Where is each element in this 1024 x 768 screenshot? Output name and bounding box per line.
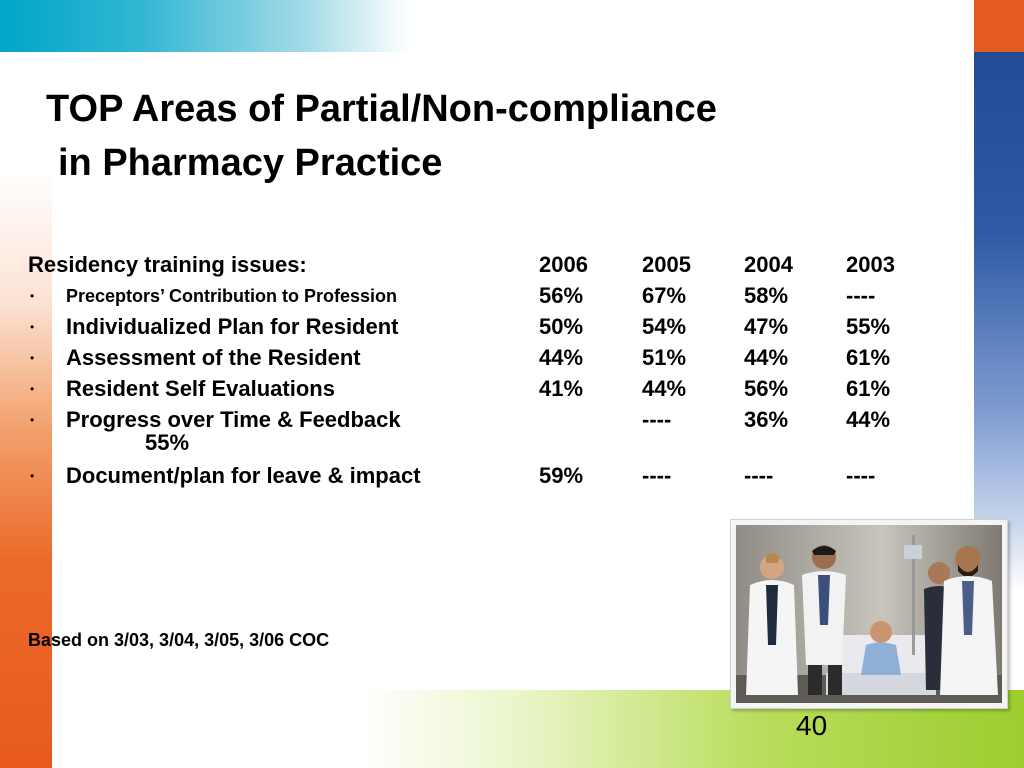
table-heading: Residency training issues:	[28, 252, 307, 277]
row-value: 59%	[539, 463, 584, 488]
compliance-table: Residency training issues: 2006 2005 200…	[28, 250, 928, 492]
row-value: 44%	[539, 345, 584, 370]
row-value: 50%	[539, 314, 584, 339]
row-label: Document/plan for leave & impact	[66, 463, 421, 488]
row-value: 44%	[642, 376, 687, 401]
bullet-icon: •	[30, 413, 35, 427]
row-value: 44%	[744, 345, 789, 370]
row-value: ----	[744, 463, 774, 488]
year-header: 2006	[539, 252, 588, 277]
row-value: ----	[846, 463, 876, 488]
row-value: ----	[642, 407, 672, 432]
bullet-icon: •	[30, 320, 35, 334]
table-row: • Resident Self Evaluations 41% 44% 56% …	[28, 374, 928, 405]
table-row: • Document/plan for leave & impact 59% -…	[28, 461, 928, 492]
bullet-icon: •	[30, 469, 35, 483]
top-teal-gradient-bar	[0, 0, 410, 52]
row-value: 44%	[846, 407, 891, 432]
left-orange-gradient-band	[0, 0, 52, 768]
right-orange-block	[974, 0, 1024, 52]
row-label: Preceptors’ Contribution to Profession	[66, 286, 398, 306]
table-row: • Individualized Plan for Resident 50% 5…	[28, 312, 928, 343]
table-row: • Assessment of the Resident 44% 51% 44%…	[28, 343, 928, 374]
slide-number: 40	[796, 710, 828, 741]
footnote: Based on 3/03, 3/04, 3/05, 3/06 COC	[28, 630, 330, 650]
slide-title-line-2: in Pharmacy Practice	[58, 142, 443, 184]
slide-title: TOP Areas of Partial/Non-compliance in P…	[46, 82, 946, 190]
year-header: 2003	[846, 252, 895, 277]
row-label: Resident Self Evaluations	[66, 376, 335, 401]
row-value: ----	[642, 463, 672, 488]
row-value: 54%	[642, 314, 687, 339]
row-value: 56%	[539, 283, 584, 308]
row-value: 61%	[846, 345, 891, 370]
row-value: 67%	[642, 283, 687, 308]
row-value: ----	[846, 283, 876, 308]
bullet-icon: •	[30, 351, 35, 365]
table-row: • Progress over Time & Feedback ---- 36%…	[28, 405, 928, 461]
row-value: 36%	[744, 407, 789, 432]
bullet-icon: •	[30, 289, 35, 303]
row-wrapped-value: 55%	[145, 430, 190, 455]
row-label: Individualized Plan for Resident	[66, 314, 399, 339]
row-value: 41%	[539, 376, 584, 401]
row-value: 58%	[744, 283, 789, 308]
year-header: 2004	[744, 252, 793, 277]
row-value: 51%	[642, 345, 687, 370]
table-header-row: Residency training issues: 2006 2005 200…	[28, 250, 928, 281]
row-label: Assessment of the Resident	[66, 345, 361, 370]
bullet-icon: •	[30, 382, 35, 396]
row-value: 55%	[846, 314, 891, 339]
row-value: 61%	[846, 376, 891, 401]
row-value: 56%	[744, 376, 789, 401]
hospital-photo	[730, 519, 1008, 709]
year-header: 2005	[642, 252, 691, 277]
slide-title-line-1: TOP Areas of Partial/Non-compliance	[46, 88, 717, 130]
row-value: 47%	[744, 314, 789, 339]
row-label: Progress over Time & Feedback	[66, 407, 401, 432]
table-row: • Preceptors’ Contribution to Profession…	[28, 281, 928, 312]
hospital-bedside-photo-icon	[736, 525, 1002, 703]
